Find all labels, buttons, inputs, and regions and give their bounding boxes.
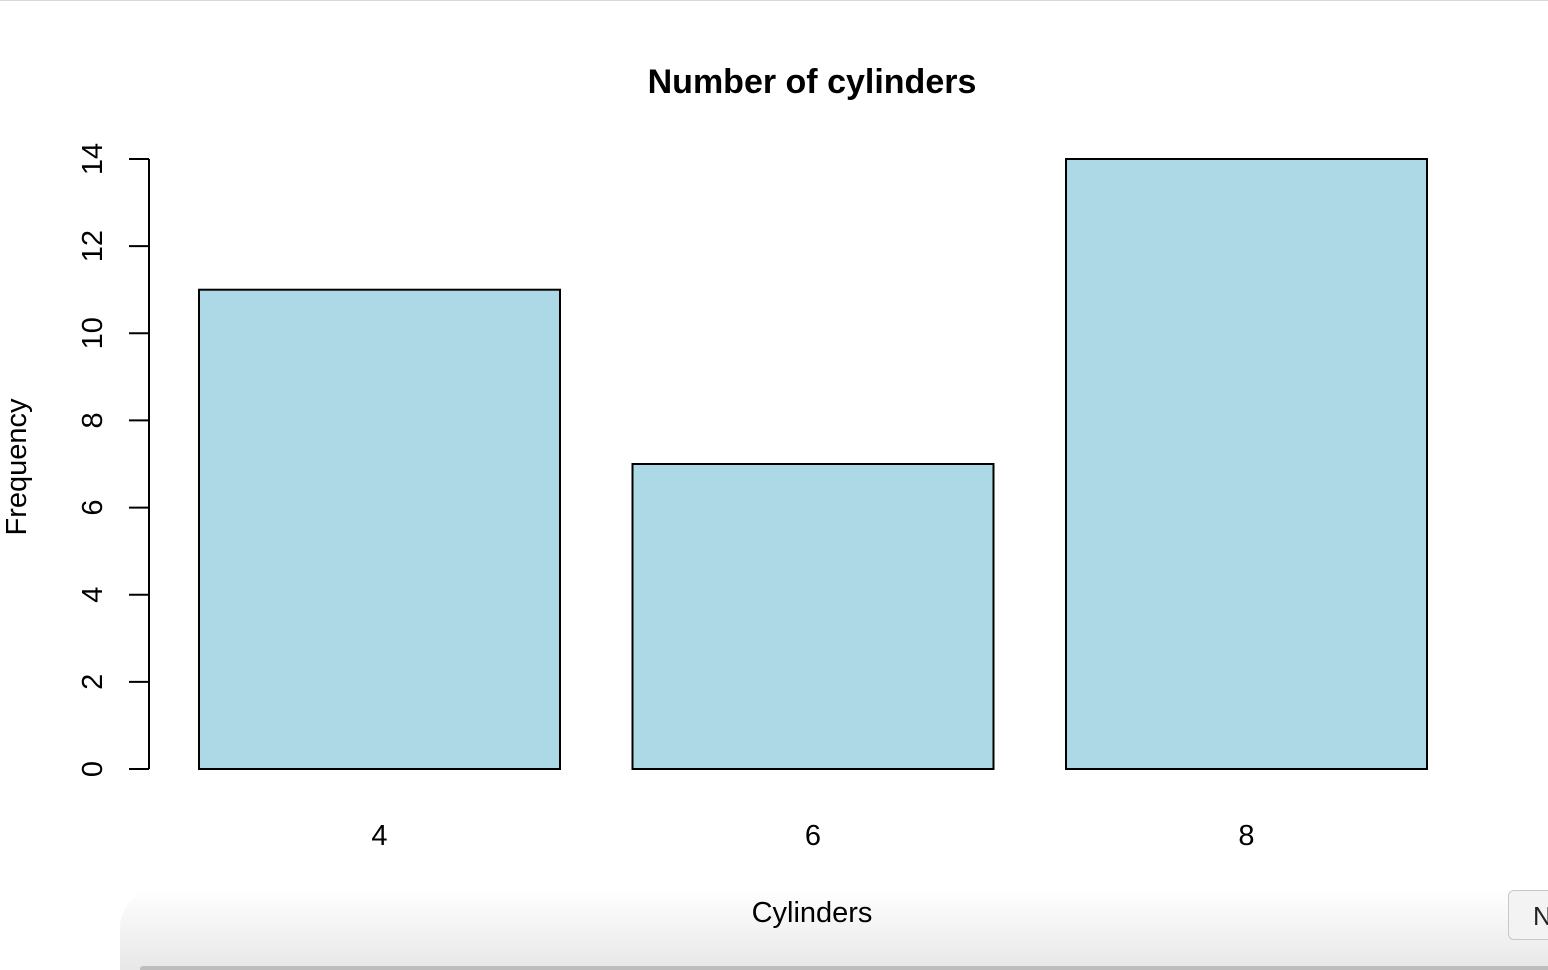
x-axis-tick-labels: 4 6 8 — [371, 820, 1254, 852]
x-tick-label: 8 — [1238, 820, 1254, 852]
chart-title: Number of cylinders — [648, 63, 977, 101]
y-tick-label: 8 — [77, 412, 109, 428]
bar-6 — [631, 463, 995, 770]
x-axis-label: Cylinders — [752, 897, 873, 929]
x-tick-label: 6 — [805, 820, 821, 852]
corner-button[interactable]: N — [1508, 890, 1548, 940]
window-edge — [140, 966, 1548, 970]
y-axis-label: Frequency — [1, 398, 33, 536]
y-axis-ticks: 0 2 4 6 8 10 12 14 — [77, 143, 149, 777]
bar-8 — [1065, 158, 1428, 770]
y-tick-label: 10 — [77, 317, 109, 349]
y-tick-label: 0 — [77, 761, 109, 777]
y-tick-label: 2 — [77, 674, 109, 690]
y-tick-label: 6 — [77, 500, 109, 516]
y-tick-label: 4 — [77, 587, 109, 603]
x-tick-label: 4 — [371, 820, 387, 852]
bars — [198, 158, 1428, 770]
y-tick-label: 14 — [77, 143, 109, 175]
bar-4 — [198, 288, 561, 770]
y-tick-label: 12 — [77, 230, 109, 262]
